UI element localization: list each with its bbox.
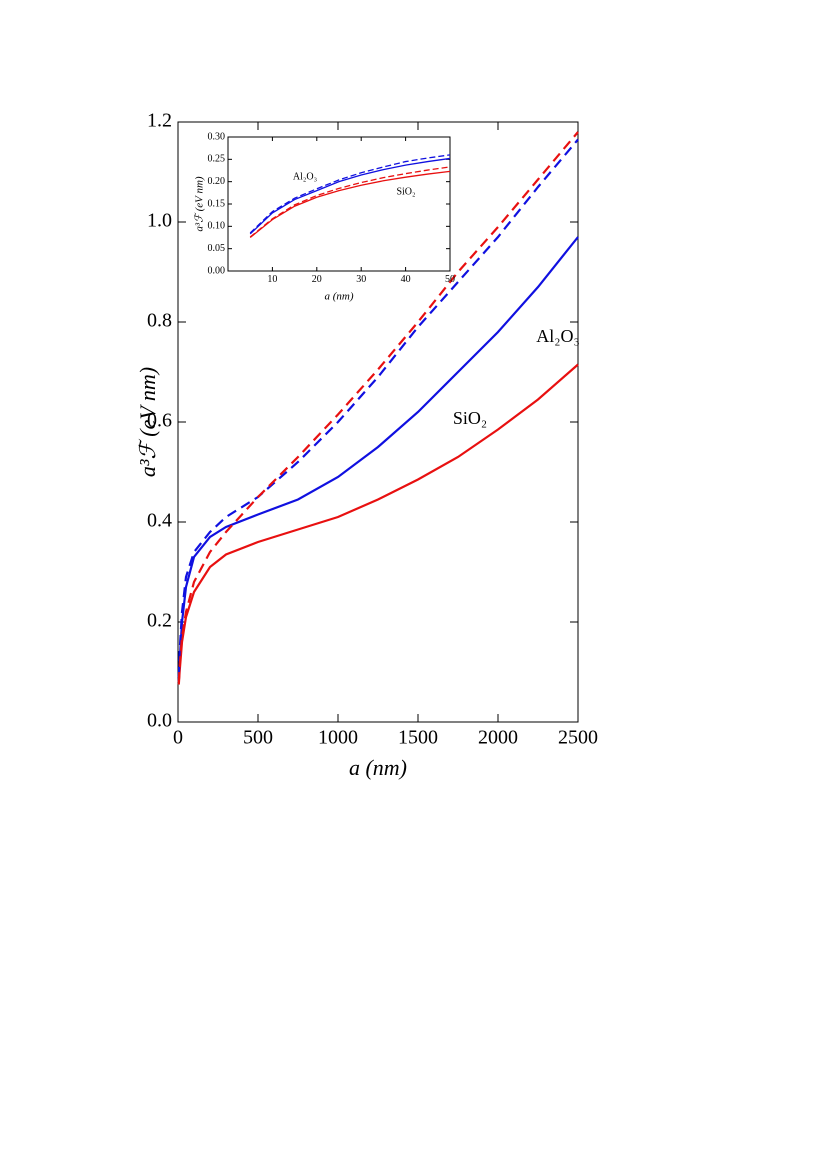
annotation: Al₂O₃ (536, 326, 580, 346)
y-axis-label: a³ℱ (eV nm) (194, 176, 206, 231)
x-tick-label: 10 (267, 274, 277, 285)
y-tick-label: 0.25 (208, 154, 226, 165)
series-line (249, 170, 451, 239)
x-tick-label: 1500 (398, 727, 438, 749)
series-line (249, 154, 451, 234)
x-tick-label: 20 (312, 274, 322, 285)
series-line (177, 236, 579, 683)
x-tick-label: 500 (243, 727, 273, 749)
x-tick-label: 1000 (318, 727, 358, 749)
y-tick-label: 0.30 (208, 131, 226, 142)
series-line (249, 157, 451, 235)
y-tick-label: 0.0 (147, 710, 172, 732)
y-tick-label: 0.15 (208, 198, 226, 209)
y-tick-label: 0.05 (208, 243, 226, 254)
inset-background (228, 137, 450, 271)
x-tick-label: 50 (445, 274, 455, 285)
annotation: Al₂O₃ (293, 171, 317, 182)
y-tick-label: 1.2 (147, 110, 172, 132)
y-tick-label: 0.8 (147, 310, 172, 332)
x-axis-label: a (nm) (324, 291, 353, 303)
y-tick-label: 0.6 (147, 410, 172, 432)
series-line (177, 363, 579, 685)
y-tick-label: 0.00 (208, 265, 226, 276)
x-tick-label: 40 (401, 274, 411, 285)
x-tick-label: 2000 (478, 727, 518, 749)
y-tick-label: 0.10 (208, 221, 226, 232)
x-axis-label: a (nm) (349, 755, 407, 780)
annotation: SiO₂ (453, 408, 487, 428)
x-tick-label: 2500 (558, 727, 598, 749)
x-tick-label: 0 (173, 727, 183, 749)
series-line (177, 131, 579, 683)
y-tick-label: 0.2 (147, 610, 172, 632)
y-axis-label: a³ℱ (eV nm) (135, 367, 160, 477)
y-tick-label: 0.4 (147, 510, 172, 532)
annotation: SiO₂ (396, 186, 415, 197)
x-tick-label: 30 (356, 274, 366, 285)
series-line (177, 138, 579, 678)
series-line (249, 166, 451, 238)
y-tick-label: 1.0 (147, 210, 172, 232)
y-tick-label: 0.20 (208, 176, 226, 187)
